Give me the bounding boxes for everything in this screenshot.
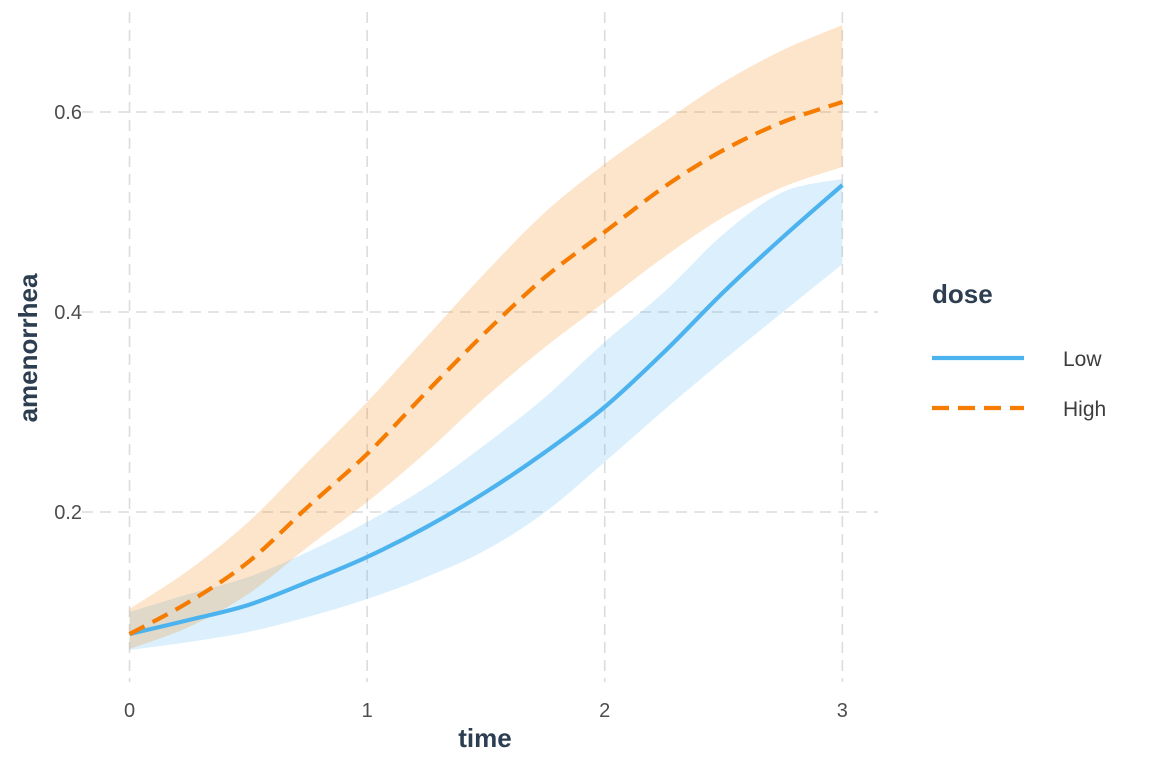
x-tick-label: 2 bbox=[599, 700, 610, 722]
confidence-bands bbox=[129, 25, 843, 650]
x-tick-label: 0 bbox=[124, 700, 135, 722]
x-tick-label: 1 bbox=[362, 700, 373, 722]
legend-label-low: Low bbox=[1063, 348, 1102, 371]
series-lines bbox=[128, 100, 844, 637]
legend-title: dose bbox=[932, 279, 993, 309]
band-low bbox=[129, 179, 843, 650]
y-axis-title: amenorrhea bbox=[13, 273, 43, 422]
legend: dose Low High bbox=[932, 279, 1106, 421]
y-tick-label: 0.6 bbox=[54, 102, 82, 124]
tick-labels: 0 1 2 3 0.2 0.4 0.6 bbox=[54, 102, 848, 722]
x-axis-title: time bbox=[458, 723, 511, 753]
y-tick-label: 0.2 bbox=[54, 502, 82, 524]
band-high bbox=[129, 25, 843, 649]
line-high bbox=[128, 100, 844, 636]
y-tick-label: 0.4 bbox=[54, 302, 82, 324]
legend-label-high: High bbox=[1063, 398, 1106, 421]
x-tick-label: 3 bbox=[837, 700, 848, 722]
line-low bbox=[129, 183, 844, 637]
grid bbox=[82, 12, 878, 682]
